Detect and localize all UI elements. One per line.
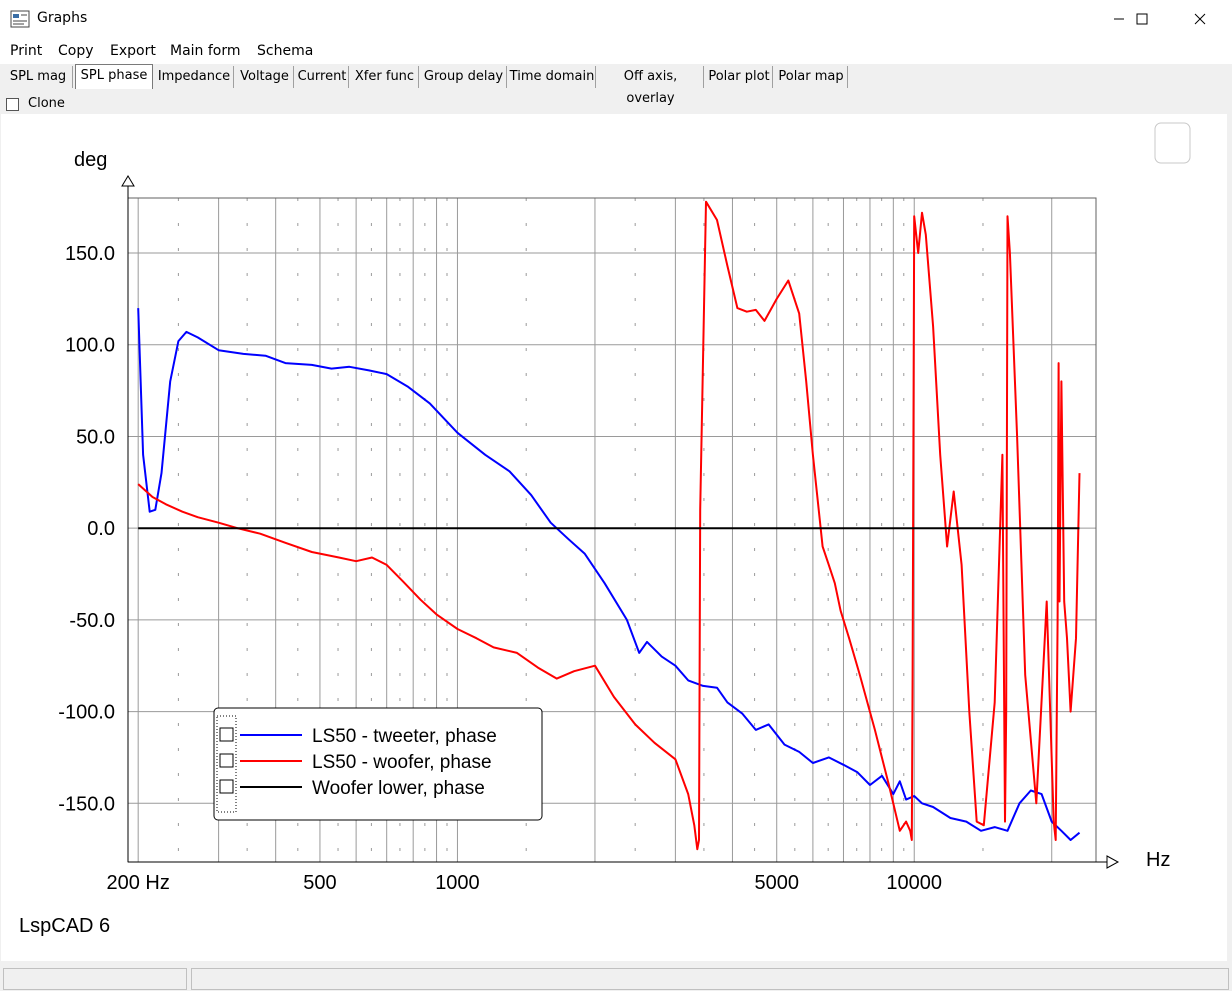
maximize-button[interactable] <box>1119 0 1165 40</box>
y-tick-label: 150.0 <box>65 243 115 265</box>
footer-brand: LspCAD 6 <box>19 915 110 937</box>
close-icon <box>1194 13 1206 25</box>
minimize-button[interactable] <box>1096 0 1142 40</box>
tab-polar-plot[interactable]: Polar plot <box>706 66 773 88</box>
menu-schema[interactable]: Schema <box>257 43 314 59</box>
x-tick-label: 500 <box>303 872 336 894</box>
tab-strip: SPL mag SPL phase Impedance Voltage Curr… <box>0 64 1232 106</box>
x-tick-label: 5000 <box>754 872 799 894</box>
tab-spl-phase[interactable]: SPL phase <box>75 64 153 89</box>
clone-label: Clone <box>28 96 65 111</box>
legend-label: LS50 - woofer, phase <box>312 752 492 773</box>
title-bar: Graphs <box>0 0 1232 40</box>
x-axis-arrow-icon <box>1106 855 1120 869</box>
legend-label: LS50 - tweeter, phase <box>312 726 497 747</box>
y-tick-label: 0.0 <box>87 518 115 540</box>
corner-widget[interactable] <box>1154 122 1191 164</box>
tab-current[interactable]: Current <box>296 66 349 88</box>
legend-checkbox[interactable] <box>219 779 234 794</box>
series-line-2 <box>137 200 1081 851</box>
app-icon <box>10 10 30 28</box>
tab-xfer-func[interactable]: Xfer func <box>351 66 419 88</box>
y-tick-label: 50.0 <box>76 426 115 448</box>
tab-spl-mag[interactable]: SPL mag <box>4 66 73 88</box>
graph-panel: deg Hz 150.0 100.0 50.0 0.0 -50.0 -100.0 -150.0 2… <box>1 114 1227 961</box>
legend-checkbox[interactable] <box>219 753 234 768</box>
tab-voltage[interactable]: Voltage <box>236 66 294 88</box>
tab-polar-map[interactable]: Polar map <box>775 66 848 88</box>
menu-main-form[interactable]: Main form <box>170 43 241 59</box>
menu-copy[interactable]: Copy <box>58 43 94 59</box>
status-panel-right <box>191 968 1229 990</box>
x-axis-title: Hz <box>1146 849 1170 871</box>
tab-time-domain[interactable]: Time domain <box>509 66 596 88</box>
y-axis-arrow-icon <box>121 175 135 187</box>
y-axis-title: deg <box>74 149 107 171</box>
menu-print[interactable]: Print <box>10 43 43 59</box>
x-tick-label: 10000 <box>886 872 942 894</box>
x-tick-label: 1000 <box>435 872 480 894</box>
legend-focus-frame <box>216 715 237 813</box>
x-tick-label: 200 Hz <box>106 872 169 894</box>
menu-bar: Print Copy Export Main form Schema <box>0 40 1232 64</box>
maximize-icon <box>1136 13 1148 25</box>
y-tick-label: -150.0 <box>58 793 115 815</box>
tab-group-delay[interactable]: Group delay <box>421 66 507 88</box>
status-bar <box>0 966 1232 991</box>
legend-checkbox[interactable] <box>219 727 234 742</box>
close-button[interactable] <box>1177 0 1223 40</box>
tab-impedance[interactable]: Impedance <box>155 66 234 88</box>
phase-chart[interactable]: deg Hz 150.0 100.0 50.0 0.0 -50.0 -100.0 -150.0 2… <box>1 114 1227 961</box>
series-line-1 <box>137 308 1081 841</box>
y-tick-label: -50.0 <box>69 610 115 632</box>
minimize-icon <box>1114 18 1124 20</box>
window-title: Graphs <box>37 10 88 26</box>
y-tick-label: 100.0 <box>65 335 115 357</box>
clone-checkbox[interactable] <box>6 98 19 111</box>
legend-label: Woofer lower, phase <box>312 778 485 799</box>
y-tick-label: -100.0 <box>58 702 115 724</box>
tab-off-axis-overlay[interactable]: Off axis, overlay <box>598 66 704 106</box>
status-panel-left <box>3 968 187 990</box>
menu-export[interactable]: Export <box>110 43 156 59</box>
